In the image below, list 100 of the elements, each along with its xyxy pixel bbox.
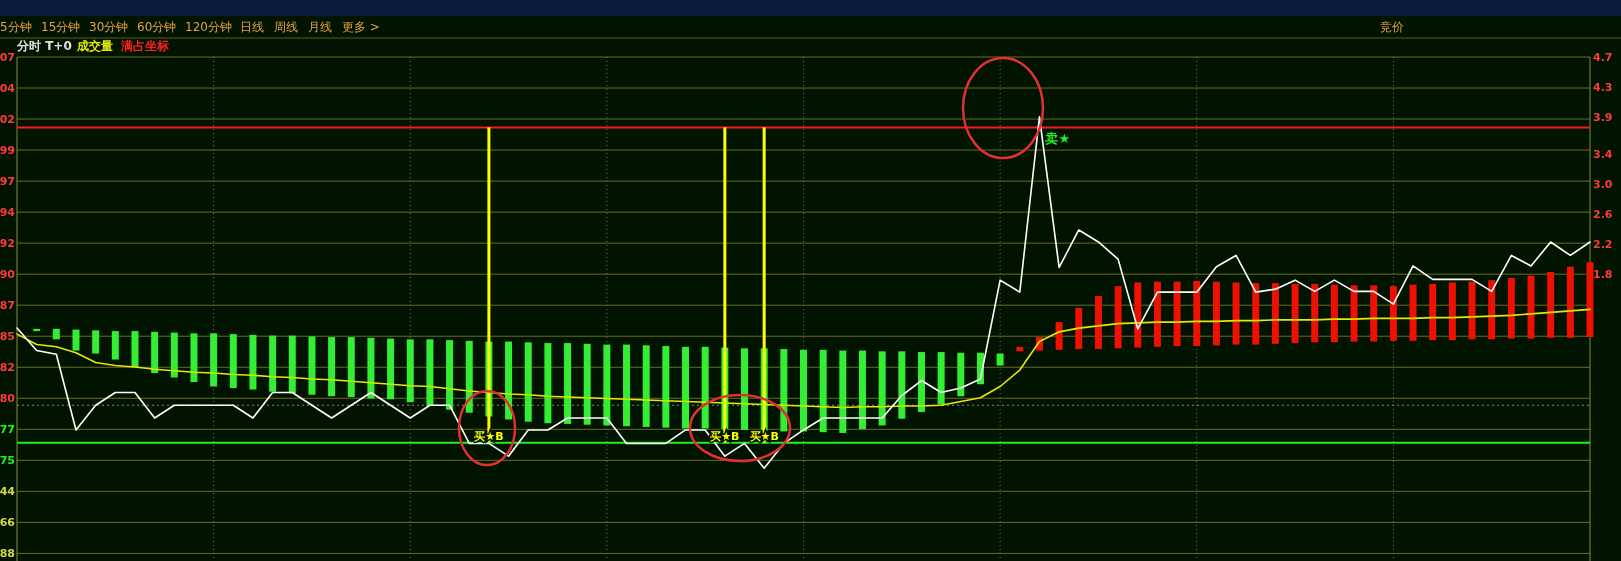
bar: [1055, 322, 1063, 350]
bar: [839, 350, 847, 433]
data-label: 卖★: [1045, 130, 1071, 146]
line-series: [16, 116, 1591, 469]
bar: [1212, 281, 1220, 346]
bar: [1291, 283, 1299, 344]
bar: [190, 333, 198, 383]
bar: [1330, 284, 1338, 343]
bar: [1488, 280, 1496, 340]
bar: [524, 342, 532, 422]
bar: [642, 345, 650, 427]
bar: [1193, 280, 1201, 347]
y-tick-label: 2.2: [1593, 238, 1613, 252]
text: 66: [0, 516, 16, 530]
text: 竞价: [1380, 20, 1404, 34]
text: 75: [0, 454, 15, 468]
bar: [72, 329, 80, 351]
chart-title: 分时 T+0: [16, 39, 72, 53]
text: 99: [0, 143, 15, 157]
line-series: [16, 308, 1591, 409]
text: 120分钟: [185, 20, 232, 34]
bar: [603, 344, 611, 426]
text: 44: [0, 485, 16, 499]
bar: [1153, 281, 1161, 347]
bar: [426, 339, 434, 406]
bar: [780, 349, 788, 432]
bar: [1566, 266, 1574, 338]
text: 90: [0, 268, 16, 282]
bar: [741, 348, 749, 430]
y-tick-label: 3.0: [1593, 178, 1613, 192]
bar: [1586, 262, 1594, 338]
bar: [800, 349, 807, 432]
text: 77: [0, 423, 15, 437]
bar: [1429, 283, 1437, 341]
bar: [819, 349, 827, 433]
bar: [858, 350, 866, 430]
text: 30分钟: [89, 20, 129, 34]
bar: [288, 335, 296, 394]
text: 97: [0, 174, 15, 188]
bar: [92, 330, 100, 354]
bar: [1311, 283, 1319, 343]
y-tick-label: 4.3: [1593, 80, 1613, 94]
bar: [1252, 283, 1260, 345]
text: 周线: [274, 20, 298, 34]
bar: [1547, 271, 1555, 338]
bar: [1468, 281, 1476, 340]
text: 87: [0, 299, 15, 313]
text: 88: [0, 547, 15, 561]
text: 80: [0, 392, 16, 406]
bar: [878, 351, 886, 426]
text: 月线: [308, 20, 332, 34]
bar: [1409, 284, 1417, 341]
bar: [1016, 346, 1024, 352]
bar: [1527, 275, 1535, 339]
bar: [1134, 282, 1142, 348]
text: 日线: [240, 20, 264, 34]
bar: [1114, 286, 1122, 349]
bar: [1075, 307, 1083, 350]
bar: [406, 339, 414, 403]
bar: [544, 343, 552, 424]
text: 15分钟: [41, 20, 81, 34]
text: 82: [0, 361, 15, 375]
y-tick-label: 2.6: [1593, 208, 1613, 222]
bar: [1370, 285, 1378, 342]
bar: [229, 334, 237, 389]
bar: [249, 334, 257, 390]
bar: [505, 341, 513, 420]
y-tick-label: 1.8: [1593, 268, 1613, 282]
bar: [1448, 282, 1456, 341]
bar: [583, 343, 591, 425]
bar: [996, 353, 1004, 366]
bar: [446, 340, 454, 410]
y-tick-label: 3.4: [1593, 148, 1613, 162]
bar: [917, 352, 925, 412]
bar: [1389, 286, 1397, 341]
bar: [1507, 277, 1515, 339]
bar: [328, 337, 336, 397]
bar: [662, 346, 670, 428]
y-tick-label: 3.9: [1593, 110, 1613, 124]
bar: [308, 336, 316, 395]
bar: [151, 331, 159, 374]
bar: [1094, 295, 1102, 350]
y-tick-label: 4.7: [1593, 50, 1613, 64]
bar: [564, 343, 572, 424]
text: 85: [0, 330, 15, 344]
text: 02: [0, 112, 15, 126]
bar: [387, 338, 395, 400]
text: 04: [0, 81, 16, 95]
text: 5分钟: [0, 20, 32, 34]
text: 60分钟: [137, 20, 177, 34]
text: 94: [0, 205, 16, 219]
text: 92: [0, 237, 15, 250]
bar: [367, 337, 375, 399]
bar: [1350, 285, 1358, 342]
bar: [347, 337, 355, 397]
text: 07: [0, 50, 15, 64]
bar: [1271, 283, 1279, 344]
bar: [898, 351, 906, 419]
text: 更多 >: [342, 20, 380, 34]
bar: [1232, 282, 1240, 345]
